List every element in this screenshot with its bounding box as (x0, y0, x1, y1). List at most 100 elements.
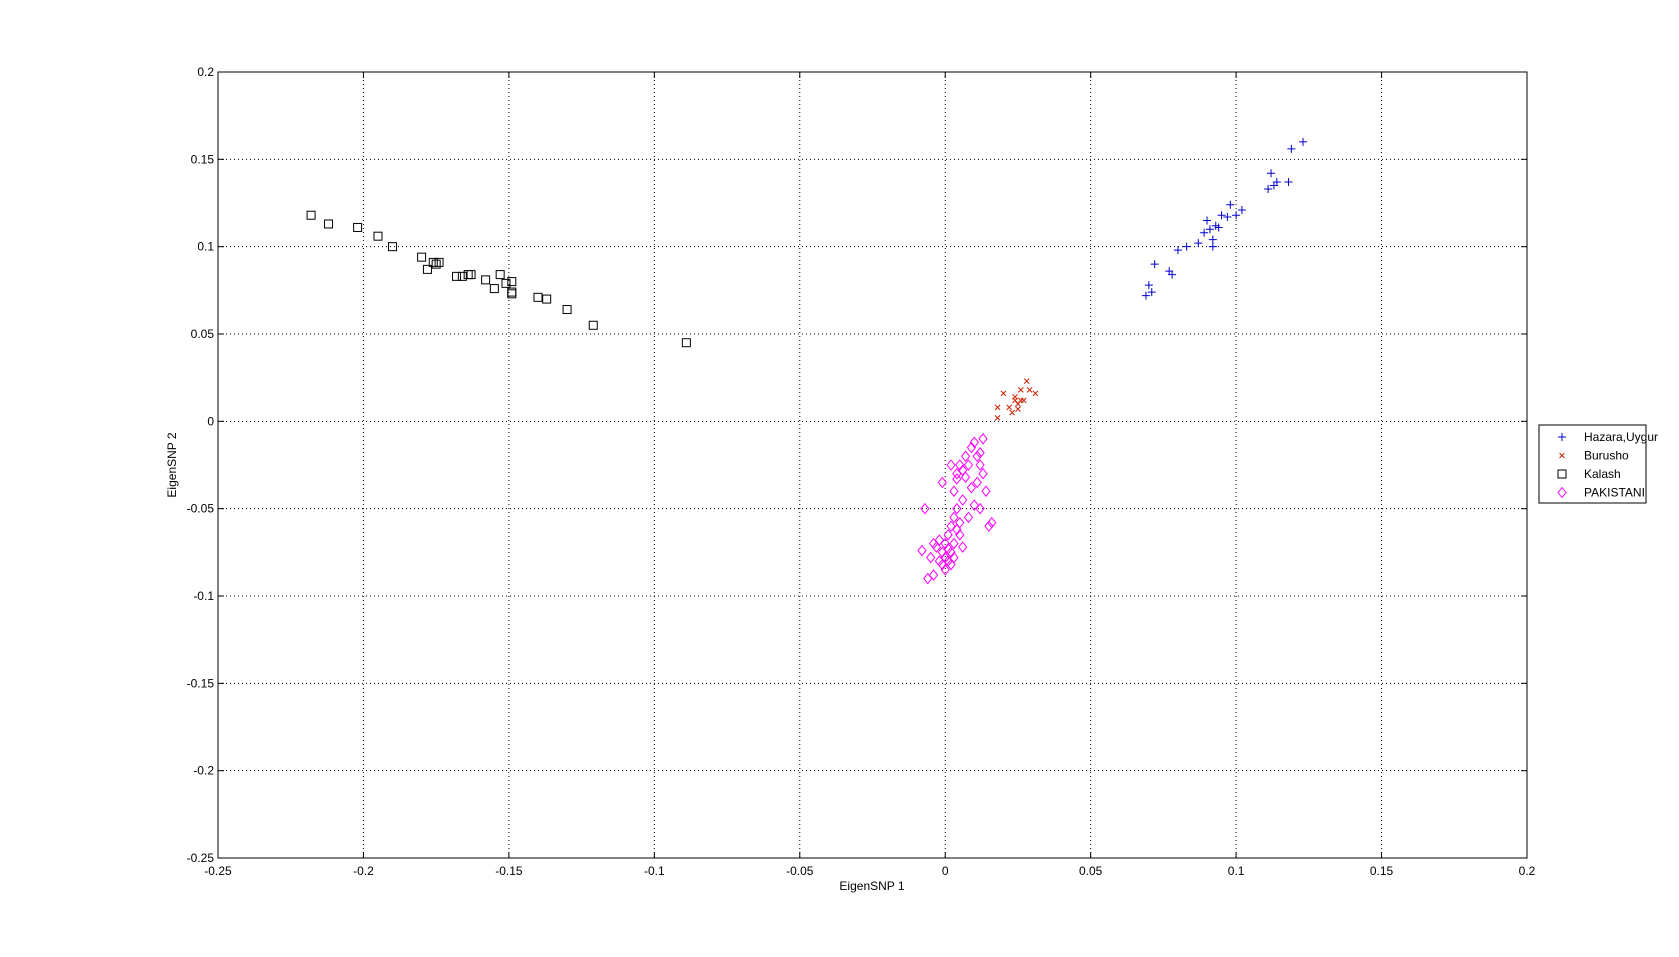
data-point (969, 436, 979, 449)
grid-lines (218, 72, 1527, 858)
data-point (946, 459, 956, 471)
data-point (1287, 144, 1296, 153)
x-tick-label: -0.25 (204, 864, 232, 878)
legend-box (1538, 424, 1647, 504)
x-tick-label: 0.2 (1519, 864, 1536, 878)
y-tick-label: 0.1 (197, 240, 214, 254)
y-tick-label: 0.15 (191, 152, 215, 166)
data-point (1168, 270, 1177, 279)
data-point (1194, 239, 1203, 248)
data-point (1205, 225, 1214, 234)
data-point (940, 563, 950, 576)
data-point (963, 511, 974, 524)
data-point (966, 441, 977, 454)
plot-frame (217, 71, 1528, 859)
data-point (1267, 169, 1276, 178)
data-point (1203, 216, 1212, 225)
data-point (934, 534, 945, 546)
data-point (1000, 390, 1007, 397)
data-point (975, 446, 985, 459)
data-point (388, 242, 398, 252)
data-point (975, 502, 985, 515)
data-point (1182, 242, 1191, 251)
data-point (958, 494, 968, 506)
data-point (353, 222, 363, 232)
x-tick-label: 0.1 (1228, 864, 1245, 878)
y-axis-label: EigenSNP 2 (165, 432, 179, 497)
x-tick-labels: -0.25 -0.2 -0.15 -0.1 -0.05 0 0.05 0.1 0.15 0.2 (204, 864, 1535, 878)
data-point (533, 292, 543, 302)
data-point (1026, 387, 1033, 393)
data-point (1272, 178, 1281, 187)
data-point (1006, 404, 1013, 411)
data-point (1032, 390, 1039, 397)
data-point (994, 404, 1001, 411)
legend-marker (1557, 469, 1567, 479)
data-point (1150, 260, 1159, 269)
y-tick-label: -0.2 (193, 764, 214, 778)
data-point (481, 275, 491, 285)
data-point (946, 546, 956, 559)
data-point (949, 511, 959, 524)
data-point (428, 257, 438, 267)
data-point (963, 459, 974, 471)
x-tick-label: 0 (942, 864, 949, 878)
y-tick-label: -0.25 (187, 851, 215, 865)
data-points (306, 137, 1308, 585)
data-point (940, 551, 950, 564)
data-point (952, 502, 962, 515)
data-point (1217, 211, 1226, 220)
data-point (489, 284, 499, 294)
data-point (1264, 185, 1273, 194)
x-tick-label: -0.05 (786, 864, 814, 878)
legend-entry: PAKISTANI (1584, 486, 1645, 500)
plot-area (218, 72, 1527, 858)
data-point (958, 541, 968, 553)
x-axis-label: EigenSNP 1 (839, 879, 904, 893)
data-point (542, 294, 552, 304)
data-point (501, 278, 511, 288)
legend-entry: Burusho (1584, 449, 1629, 463)
data-point (978, 432, 988, 445)
data-point (431, 259, 441, 269)
data-point (1208, 242, 1217, 251)
series-kalash (306, 210, 691, 348)
data-point (972, 450, 982, 463)
data-point (978, 467, 988, 480)
x-tick-label: 0.05 (1079, 864, 1103, 878)
data-point (940, 537, 950, 550)
data-point (981, 485, 991, 498)
data-point (955, 529, 965, 541)
y-tick-label: -0.15 (187, 676, 215, 690)
data-point (917, 544, 927, 557)
data-point (960, 450, 971, 463)
x-tick-label: -0.1 (644, 864, 665, 878)
legend-marker (1557, 486, 1567, 499)
data-point (946, 520, 956, 532)
data-point (984, 520, 994, 532)
data-point (306, 210, 316, 220)
data-point (949, 485, 959, 498)
data-point (434, 257, 444, 267)
x-tick-label: -0.15 (495, 864, 523, 878)
data-point (1023, 378, 1030, 385)
series-pakistani (917, 432, 997, 585)
data-point (1284, 178, 1293, 187)
y-tick-label: -0.05 (187, 502, 215, 516)
data-point (1020, 397, 1027, 404)
data-point (937, 476, 947, 489)
data-point (926, 551, 936, 564)
series-burusho (994, 378, 1039, 421)
y-tick-label: 0 (207, 414, 214, 428)
data-point (457, 271, 467, 281)
y-tick-label: 0.05 (191, 327, 215, 341)
data-point (507, 289, 517, 299)
data-point (952, 473, 962, 485)
x-tick-label: -0.2 (353, 864, 374, 878)
data-point (920, 502, 930, 515)
legend: Hazara,Uygur Burusho Kalash PAKISTANI (1538, 424, 1658, 504)
data-point (1223, 212, 1232, 221)
data-point (955, 516, 965, 529)
data-point (373, 231, 383, 241)
